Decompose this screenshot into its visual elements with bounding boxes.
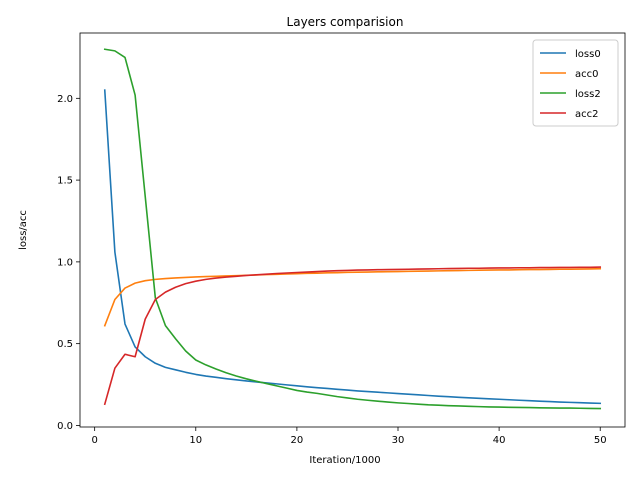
legend-label-acc0: acc0 xyxy=(575,69,599,80)
series-line-acc0 xyxy=(103,267,602,327)
x-axis: 0 10 20 30 40 50 xyxy=(91,427,607,446)
legend-label-loss2: loss2 xyxy=(575,89,601,100)
y-tick-label: 1.0 xyxy=(57,257,73,268)
legend-box xyxy=(532,39,619,127)
x-tick-label: 20 xyxy=(291,435,304,446)
chart-title: Layers comparision xyxy=(287,15,404,29)
legend-label-acc2: acc2 xyxy=(575,109,599,120)
legend-label-loss0: loss0 xyxy=(575,49,601,60)
plot-lines xyxy=(103,48,602,410)
x-tick-label: 50 xyxy=(594,435,607,446)
legend: loss0 acc0 loss2 acc2 xyxy=(532,39,619,127)
series-line-acc2 xyxy=(103,266,602,406)
series-line-loss0 xyxy=(103,89,602,405)
y-tick-label: 1.5 xyxy=(57,176,73,187)
y-tick-label: 0.0 xyxy=(57,421,73,432)
x-tick-label: 0 xyxy=(91,435,97,446)
series-line-loss2 xyxy=(103,48,602,410)
y-axis-label: loss/acc xyxy=(18,210,29,250)
plot-frame xyxy=(79,32,626,428)
y-axis: 0.0 0.5 1.0 1.5 2.0 xyxy=(57,94,80,432)
x-tick-label: 30 xyxy=(392,435,405,446)
y-tick-label: 2.0 xyxy=(57,94,73,105)
x-tick-label: 40 xyxy=(493,435,506,446)
y-tick-label: 0.5 xyxy=(57,339,73,350)
x-tick-label: 10 xyxy=(189,435,202,446)
x-axis-label: Iteration/1000 xyxy=(309,455,380,466)
